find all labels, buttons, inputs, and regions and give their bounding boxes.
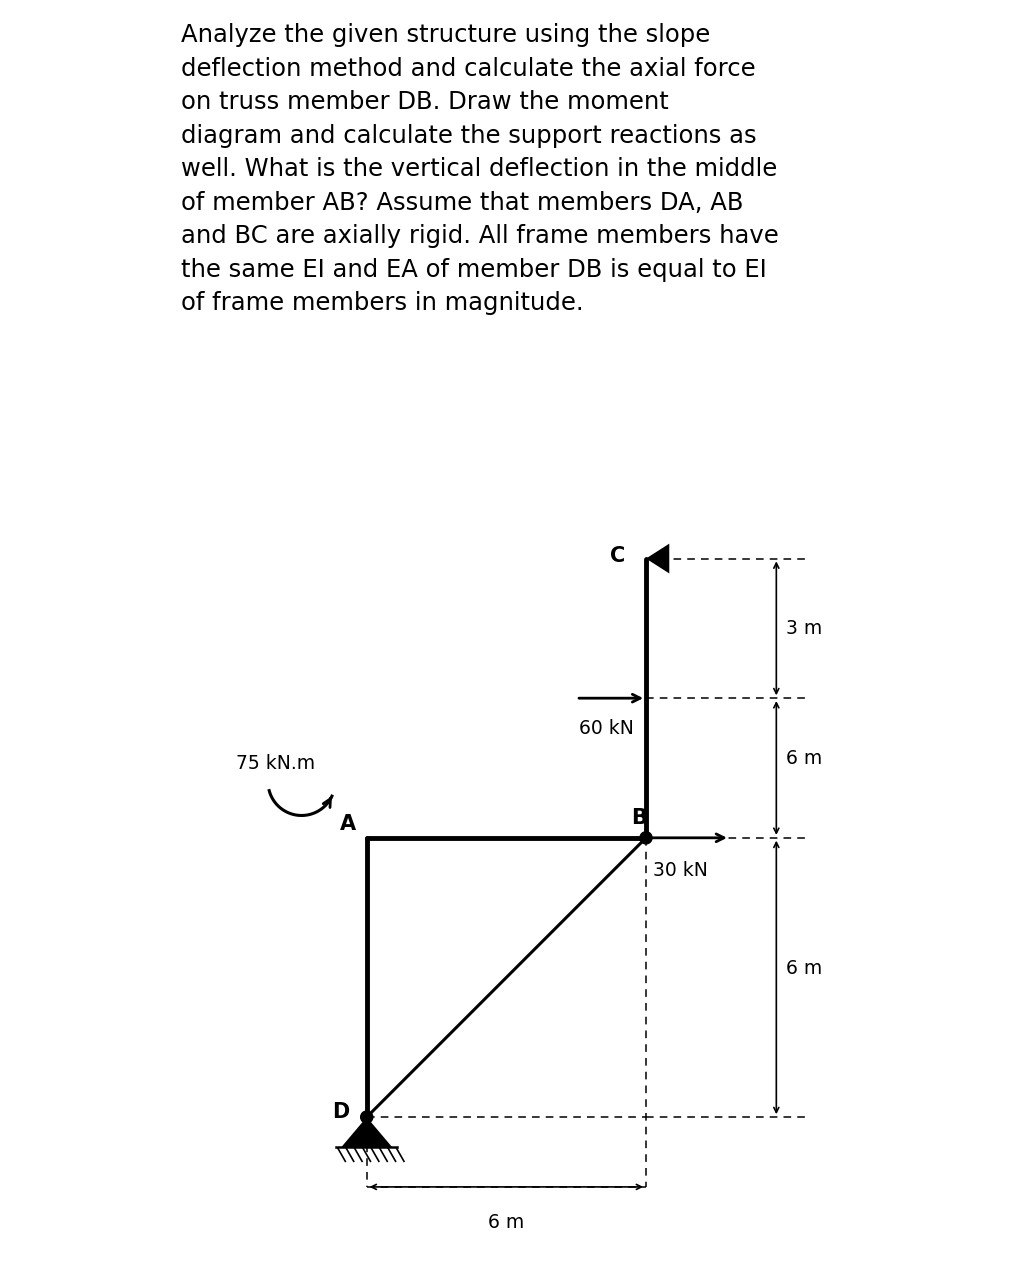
Text: 3 m: 3 m bbox=[785, 618, 822, 637]
Text: 6 m: 6 m bbox=[785, 749, 822, 768]
Text: 60 kN: 60 kN bbox=[578, 719, 633, 739]
Circle shape bbox=[361, 1111, 373, 1123]
Text: 75 kN.m: 75 kN.m bbox=[236, 754, 316, 773]
Text: deflection method and calculate the axial force: deflection method and calculate the axia… bbox=[180, 56, 755, 81]
Text: of frame members in magnitude.: of frame members in magnitude. bbox=[180, 292, 583, 315]
Text: C: C bbox=[610, 547, 626, 566]
Text: D: D bbox=[333, 1102, 350, 1123]
Text: well. What is the vertical deflection in the middle: well. What is the vertical deflection in… bbox=[180, 157, 777, 182]
Text: Analyze the given structure using the slope: Analyze the given structure using the sl… bbox=[180, 23, 710, 47]
Text: 30 kN: 30 kN bbox=[653, 861, 708, 881]
Text: on truss member DB. Draw the moment: on truss member DB. Draw the moment bbox=[180, 91, 668, 114]
Text: the same EI and EA of member DB is equal to EI: the same EI and EA of member DB is equal… bbox=[180, 257, 767, 282]
Text: A: A bbox=[340, 814, 356, 833]
Text: and BC are axially rigid. All frame members have: and BC are axially rigid. All frame memb… bbox=[180, 224, 778, 248]
Polygon shape bbox=[341, 1117, 393, 1147]
Circle shape bbox=[640, 832, 652, 844]
Text: B: B bbox=[631, 808, 646, 828]
Text: 6 m: 6 m bbox=[785, 959, 822, 978]
Text: of member AB? Assume that members DA, AB: of member AB? Assume that members DA, AB bbox=[180, 191, 743, 215]
Text: diagram and calculate the support reactions as: diagram and calculate the support reacti… bbox=[180, 124, 756, 147]
Polygon shape bbox=[646, 544, 669, 573]
Text: 6 m: 6 m bbox=[488, 1212, 524, 1231]
